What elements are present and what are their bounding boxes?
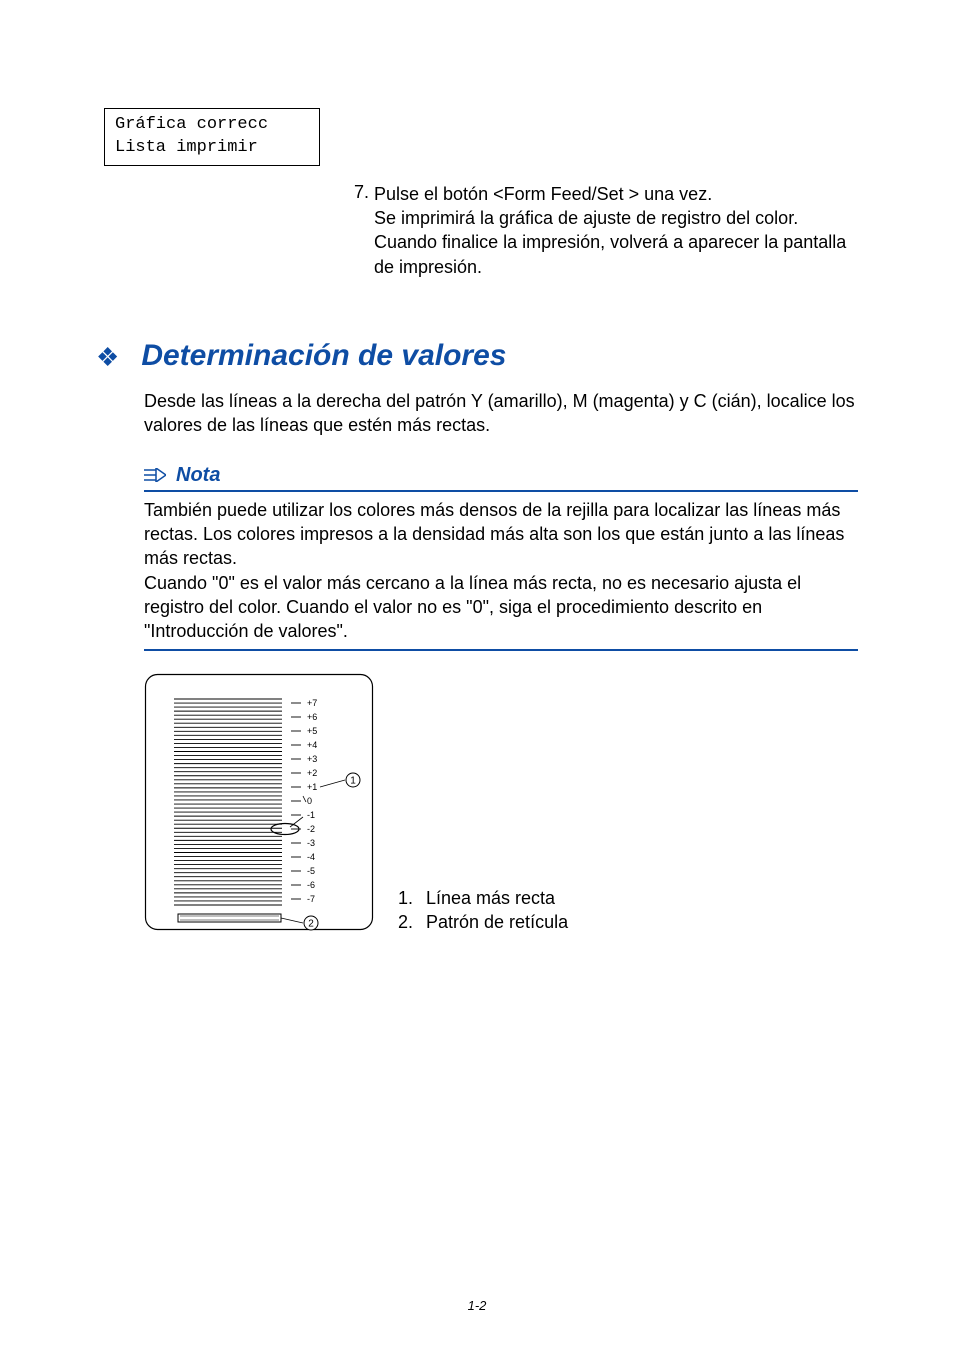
legend-item-1: 1. Línea más recta bbox=[398, 886, 568, 910]
svg-text:+6: +6 bbox=[307, 712, 317, 722]
step-number: 7. bbox=[354, 182, 374, 279]
section-heading-row: ❖ Determinación de valores bbox=[96, 339, 858, 373]
legend-num-1: 1. bbox=[398, 886, 416, 910]
step-7: 7. Pulse el botón <Form Feed/Set > una v… bbox=[96, 182, 858, 279]
svg-text:-3: -3 bbox=[307, 838, 315, 848]
legend-num-2: 2. bbox=[398, 910, 416, 934]
step-text: Pulse el botón <Form Feed/Set > una vez.… bbox=[374, 182, 858, 279]
svg-text:-4: -4 bbox=[307, 852, 315, 862]
svg-text:1: 1 bbox=[350, 776, 356, 787]
svg-text:+5: +5 bbox=[307, 726, 317, 736]
legend-item-2: 2. Patrón de retícula bbox=[398, 910, 568, 934]
diamond-bullet-icon: ❖ bbox=[96, 344, 119, 370]
intro-paragraph: Desde las líneas a la derecha del patrón… bbox=[144, 389, 858, 438]
lcd-display: Gráfica correcc Lista imprimir bbox=[104, 108, 320, 166]
nota-rule-top bbox=[144, 490, 858, 492]
svg-text:2: 2 bbox=[308, 919, 314, 930]
page-number: 1-2 bbox=[0, 1298, 954, 1313]
registration-diagram: +7 +6 +5 +4 +3 +2 +1 0 -1 -2 -3 -4 -5 -6 -7 1 2 bbox=[144, 673, 374, 936]
nota-body: También puede utilizar los colores más d… bbox=[144, 498, 858, 644]
svg-text:+7: +7 bbox=[307, 698, 317, 708]
svg-text:+4: +4 bbox=[307, 740, 317, 750]
svg-text:-5: -5 bbox=[307, 866, 315, 876]
lcd-line-1: Gráfica correcc bbox=[115, 114, 309, 137]
svg-text:-1: -1 bbox=[307, 810, 315, 820]
section-title: Determinación de valores bbox=[141, 339, 506, 373]
svg-text:-7: -7 bbox=[307, 894, 315, 904]
svg-text:+1: +1 bbox=[307, 782, 317, 792]
note-arrow-icon bbox=[144, 468, 166, 482]
lcd-line-2: Lista imprimir bbox=[115, 137, 309, 160]
svg-text:+2: +2 bbox=[307, 768, 317, 778]
legend-text-1: Línea más recta bbox=[426, 886, 555, 910]
figure-legend: 1. Línea más recta 2. Patrón de retícula bbox=[398, 886, 568, 937]
legend-text-2: Patrón de retícula bbox=[426, 910, 568, 934]
svg-text:-6: -6 bbox=[307, 880, 315, 890]
svg-text:-2: -2 bbox=[307, 824, 315, 834]
figure-row: +7 +6 +5 +4 +3 +2 +1 0 -1 -2 -3 -4 -5 -6 -7 1 2 1. Línea… bbox=[144, 673, 858, 936]
svg-text:+3: +3 bbox=[307, 754, 317, 764]
nota-label: Nota bbox=[176, 464, 220, 487]
svg-text:0: 0 bbox=[307, 796, 312, 806]
nota-rule-bottom bbox=[144, 649, 858, 651]
nota-heading-row: Nota bbox=[144, 464, 858, 487]
